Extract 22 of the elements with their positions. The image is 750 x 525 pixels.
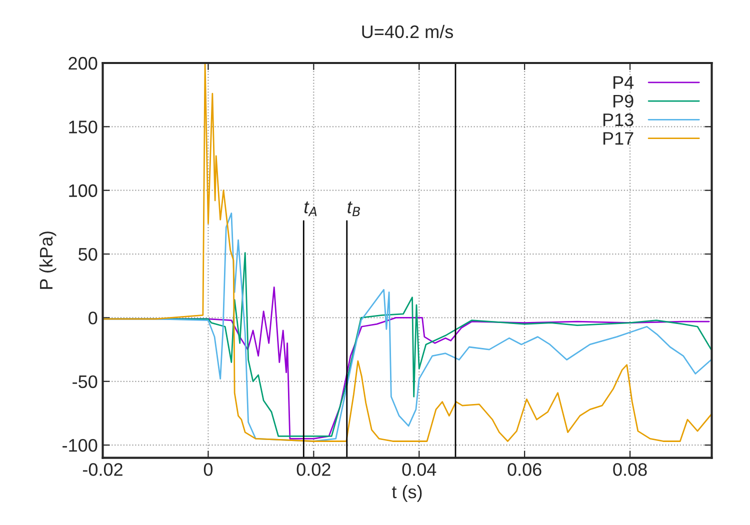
y-axis-title: P (kPa) <box>39 232 56 289</box>
y-tick-label: 200 <box>68 56 98 70</box>
x-axis-title: t (s) <box>392 485 422 502</box>
legend-label: P4 <box>614 76 634 89</box>
ref-line-label: t$_{A}$ <box>304 201 317 216</box>
x-tick-label: 0 <box>204 463 213 476</box>
y-tick-label: 0 <box>88 312 98 324</box>
y-tick-label: -50 <box>72 375 98 388</box>
chart-title: U=40.2 m/s <box>362 24 454 38</box>
legend-label: P13 <box>603 113 634 126</box>
y-tick-label: -100 <box>62 439 98 452</box>
y-tick-label: 50 <box>78 248 98 261</box>
x-tick-label: 0.06 <box>508 463 542 476</box>
x-tick-label: -0.02 <box>82 463 122 476</box>
x-tick-label: 0.08 <box>613 463 647 476</box>
x-tick-label: 0.02 <box>296 463 330 476</box>
y-tick-label: 150 <box>69 120 98 134</box>
legend-label: P9 <box>614 94 634 108</box>
ref-line-label: t$_{B}$ <box>348 201 360 216</box>
y-tick-label: 100 <box>69 184 98 198</box>
x-tick-label: 0.04 <box>402 463 436 476</box>
legend-label: P17 <box>603 132 634 145</box>
